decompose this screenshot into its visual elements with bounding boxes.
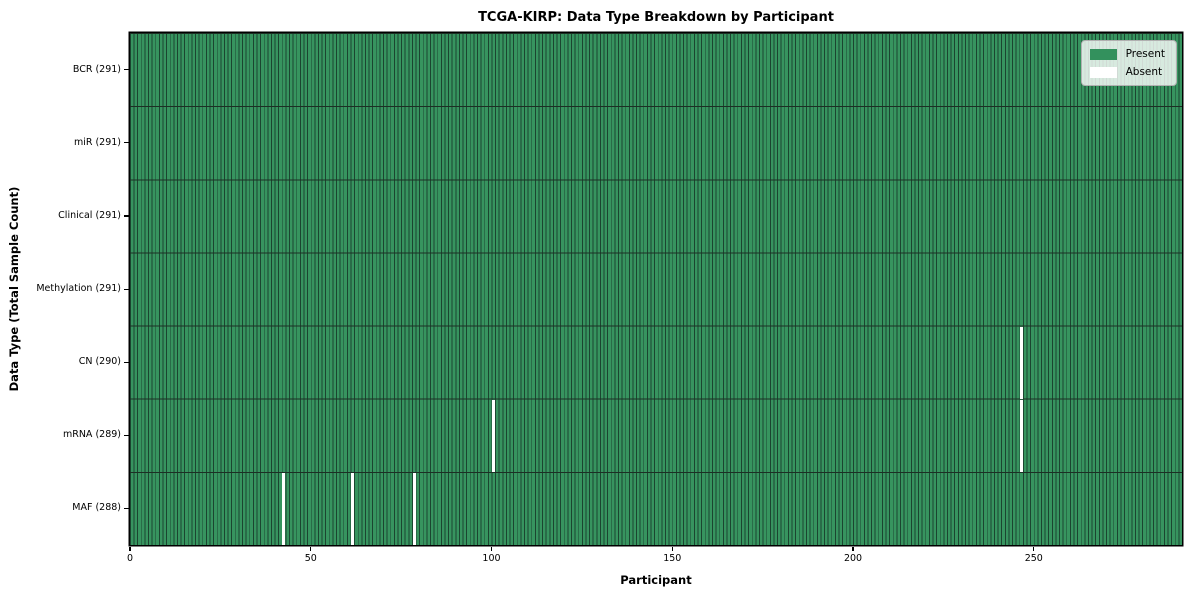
x-tick-mark	[1033, 547, 1035, 551]
x-tick-label-150: 150	[663, 553, 682, 564]
x-tick-label-50: 50	[304, 553, 317, 564]
y-tick-mark	[124, 361, 129, 363]
absent-swatch-icon	[1089, 66, 1117, 78]
absent-cell-MAF-42	[282, 472, 286, 545]
legend-label-absent: Absent	[1125, 66, 1163, 78]
plot-area: Present Absent	[130, 33, 1182, 545]
y-tick-mark	[124, 434, 129, 436]
x-tick-label-0: 0	[126, 553, 134, 564]
x-tick-label-100: 100	[482, 553, 501, 564]
absent-cell-mRNA-246	[1019, 399, 1023, 472]
absent-cell-MAF-61	[351, 472, 355, 545]
y-tick-label-Methylation: Methylation (291)	[36, 283, 121, 294]
y-tick-mark	[124, 507, 129, 510]
x-tick-mark	[490, 547, 493, 551]
x-tick-mark	[852, 547, 854, 551]
absent-cell-MAF-78	[412, 472, 416, 545]
x-tick-label-200: 200	[843, 553, 863, 564]
y-tick-label-Clinical: Clinical (291)	[58, 209, 121, 221]
y-tick-label-MAF: MAF (288)	[72, 502, 121, 514]
present-swatch-icon	[1089, 48, 1117, 60]
y-tick-mark	[124, 142, 129, 144]
y-tick-label-CN: CN (290)	[78, 356, 121, 368]
x-tick-label-250: 250	[1024, 553, 1043, 564]
chart-title: TCGA-KIRP: Data Type Breakdown by Partic…	[478, 10, 834, 25]
legend: Present Absent	[1080, 40, 1177, 86]
y-tick-label-BCR: BCR (291)	[72, 63, 121, 75]
absent-cell-mRNA-100	[492, 399, 496, 472]
legend-item-absent: Absent	[1089, 66, 1165, 78]
y-tick-label-mRNA: mRNA (289)	[62, 429, 121, 441]
y-tick-mark	[124, 215, 129, 217]
legend-label-present: Present	[1125, 48, 1165, 60]
y-tick-label-miR: miR (291)	[73, 136, 121, 148]
x-tick-mark	[310, 547, 312, 551]
x-tick-mark	[129, 547, 131, 551]
legend-item-present: Present	[1089, 48, 1165, 60]
y-tick-mark	[124, 288, 129, 290]
y-tick-mark	[124, 69, 129, 71]
absent-cell-CN-246	[1019, 326, 1023, 399]
x-axis-label: Participant	[620, 573, 692, 587]
x-tick-mark	[671, 547, 673, 551]
